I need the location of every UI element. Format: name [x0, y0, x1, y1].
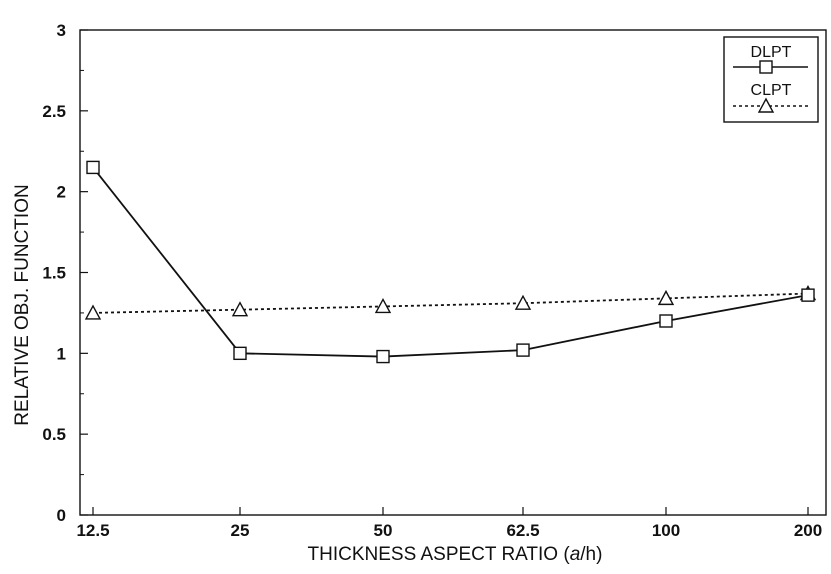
- data-point-square: [659, 314, 673, 328]
- data-point-triangle: [514, 294, 532, 310]
- legend-label-dlpt: DLPT: [751, 44, 792, 61]
- ticks-layer: 0 0.5 1 1.5 2 2.5 3 12.5 25 50 62.5 100 200: [42, 21, 822, 540]
- data-point-square: [376, 349, 390, 364]
- x-tick-label: 100: [652, 521, 680, 540]
- data-point-square: [759, 60, 773, 74]
- data-point-square: [233, 346, 247, 361]
- series-dlpt: [86, 160, 815, 364]
- y-tick-label: 2.5: [42, 102, 66, 121]
- x-axis-title: THICKNESS ASPECT RATIO (a/h): [308, 544, 603, 565]
- x-tick-label: 200: [794, 521, 822, 540]
- x-tick-label: 62.5: [506, 521, 539, 540]
- series-layer: [84, 160, 817, 364]
- y-tick-label: 1: [57, 344, 66, 363]
- plot-area-border: [79, 29, 827, 516]
- data-point-square: [516, 343, 530, 357]
- data-point-triangle: [657, 289, 675, 306]
- x-tick-label: 12.5: [76, 521, 109, 540]
- data-point-square: [801, 288, 815, 302]
- y-tick-label: 1.5: [42, 264, 66, 283]
- plot-frame-layer: [79, 29, 827, 516]
- y-tick-label: 2: [57, 183, 66, 202]
- x-axis-title-end: /h): [580, 544, 602, 565]
- y-tick-label: 3: [57, 21, 66, 40]
- legend-label-clpt: CLPT: [751, 82, 792, 99]
- data-point-triangle: [374, 297, 392, 314]
- x-tick-label: 25: [231, 521, 250, 540]
- data-point-triangle: [84, 304, 102, 320]
- y-tick-label: 0.5: [42, 425, 66, 444]
- legend: DLPT CLPT: [723, 36, 819, 123]
- data-point-triangle: [231, 301, 249, 317]
- x-axis-title-italic: a: [570, 544, 581, 565]
- data-point-square: [86, 160, 100, 175]
- y-axis-title: RELATIVE OBJ. FUNCTION: [12, 184, 33, 425]
- data-point-triangle: [757, 97, 775, 113]
- series-line-clpt: [92, 292, 809, 314]
- y-tick-label: 0: [57, 506, 66, 525]
- x-tick-label: 50: [374, 521, 393, 540]
- series-line-dlpt: [92, 166, 809, 358]
- x-axis-title-main: THICKNESS ASPECT RATIO (: [308, 544, 571, 565]
